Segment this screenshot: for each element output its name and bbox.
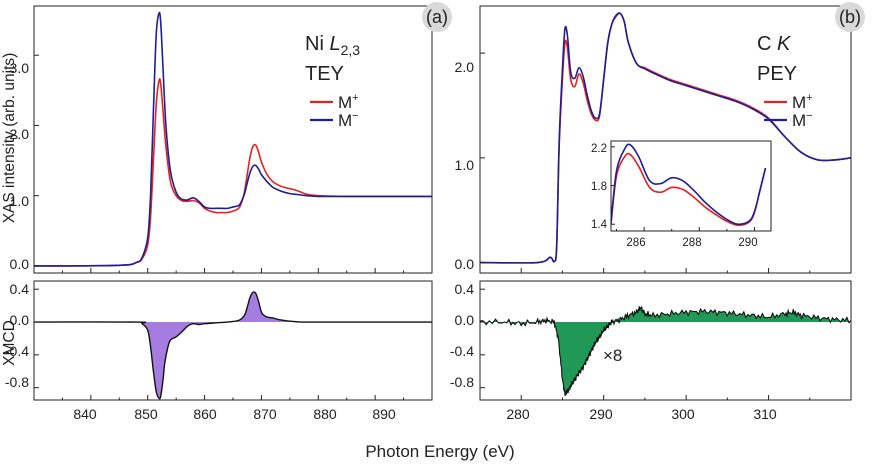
panel-b-xas-ytick: 2.0 — [455, 59, 475, 75]
legend-m-minus-label: M− — [792, 110, 813, 130]
panel-b-xtick: 280 — [506, 406, 530, 422]
inset-background — [611, 141, 771, 231]
panel-a-xmcd: 0.4 0.0 -0.4 -0.8 840 850 860 870 880 89… — [5, 280, 433, 422]
inset-m-minus-line — [611, 143, 767, 226]
panel-a-xtick: 840 — [73, 406, 97, 422]
y-axis-title-xmcd: XMCD — [1, 320, 18, 366]
panel-a-xtick: 880 — [313, 406, 337, 422]
panel-a-xmcd-ytick: -0.8 — [5, 374, 29, 390]
panel-a-xas-ytick: 3.0 — [10, 60, 30, 76]
panel-b-xmcd-ytick: 0.0 — [455, 312, 475, 328]
panel-a-badge: (a) — [422, 2, 452, 32]
panel-b-xmcd-ytick-labels: 0.4 0.0 -0.4 -0.8 — [450, 281, 474, 390]
panel-a-xtick: 860 — [193, 406, 217, 422]
inset-xtick: 290 — [738, 237, 757, 249]
x-axis-title: Photon Energy (eV) — [365, 442, 514, 461]
c-xmcd-area — [480, 306, 851, 396]
panel-a-legend: M+ M− — [310, 92, 359, 130]
legend-m-plus-label: M+ — [792, 92, 813, 112]
panel-a-badge-text: (a) — [426, 7, 448, 27]
panel-a-mode-label: TEY — [305, 63, 344, 85]
ni-xas-m-minus-line — [34, 11, 432, 267]
panel-b-xmcd-ytick: -0.4 — [450, 343, 474, 359]
panel-b-xtick: 300 — [671, 406, 695, 422]
panel-a-edge-label: Ni L2,3 — [305, 33, 360, 58]
panel-b-inset: 2.2 1.8 1.4 286 288 290 — [591, 140, 772, 249]
inset-series-group — [611, 143, 767, 226]
panel-b-xmcd-series-group — [480, 306, 851, 397]
inset-ytick: 1.4 — [591, 219, 608, 231]
panel-a-xtick: 870 — [253, 406, 277, 422]
panel-b-xtick: 310 — [753, 406, 777, 422]
panel-a-xmcd-ytick-labels: 0.4 0.0 -0.4 -0.8 — [5, 281, 29, 390]
panel-a-xas-series-group — [34, 11, 432, 267]
panel-b-xas-ytick-labels: 0.0 1.0 2.0 — [455, 59, 475, 272]
scale-factor-note: ×8 — [603, 346, 622, 365]
panel-b-xas: 0.0 1.0 2.0 C K PEY M+ M− (b) 2.2 1.8 1.… — [455, 2, 865, 274]
panel-a-xas-ytick: 1.0 — [10, 193, 30, 209]
panel-a-xmcd-frame — [33, 280, 433, 401]
y-axis-title-xas: XAS intensity (arb. units) — [1, 53, 18, 224]
panel-a-xtick: 850 — [134, 406, 158, 422]
panel-b-xtick-labels: 280 290 300 310 — [506, 406, 777, 422]
panel-a-xmcd-ytick: 0.4 — [10, 281, 30, 297]
panel-b-xas-ytick: 0.0 — [455, 256, 475, 272]
panel-a-xmcd-ticks — [34, 288, 405, 400]
panel-a-xas-frame — [33, 5, 433, 274]
panel-a-xmcd-ytick: -0.4 — [5, 343, 29, 359]
inset-ytick: 1.8 — [591, 181, 607, 193]
panel-b-xmcd-ticks — [480, 288, 811, 400]
panel-a-xas-ytick: 0.0 — [10, 256, 30, 272]
c-xas-m-minus-line — [480, 12, 851, 264]
panel-b-legend: M+ M− — [764, 92, 813, 130]
panel-a-xmcd-ytick: 0.0 — [10, 312, 30, 328]
panel-a-xtick-labels: 840 850 860 870 880 890 — [73, 406, 396, 422]
panel-b-badge-text: (b) — [839, 7, 861, 27]
panel-b-badge: (b) — [835, 2, 865, 32]
panel-b-xmcd-frame — [479, 280, 852, 401]
panel-b-xas-series-group — [480, 12, 851, 264]
legend-m-minus-label: M− — [338, 110, 359, 130]
panel-b-xas-ytick: 1.0 — [455, 157, 475, 173]
ni-xmcd-area — [34, 292, 432, 399]
legend-m-plus-label: M+ — [338, 92, 359, 112]
panel-b-xas-frame — [479, 5, 852, 274]
panel-b-xas-ticks — [480, 52, 811, 273]
panel-a-xtick: 890 — [372, 406, 396, 422]
inset-ticks — [611, 146, 755, 231]
panel-a-xas: 0.0 1.0 2.0 3.0 Ni L2,3 TEY M+ M− (a) — [10, 2, 452, 274]
panel-a-xas-ytick-labels: 0.0 1.0 2.0 3.0 — [10, 60, 30, 272]
inset-xtick: 286 — [626, 237, 645, 249]
panel-b-mode-label: PEY — [757, 63, 797, 85]
c-xmcd-line — [480, 306, 851, 397]
panel-a-badge-circle — [422, 2, 452, 32]
ni-xas-m-plus-line — [34, 78, 432, 267]
panel-b-xmcd-ytick: 0.4 — [455, 281, 475, 297]
panel-b-badge-circle — [835, 2, 865, 32]
panel-b-xtick: 290 — [589, 406, 613, 422]
panel-a-xas-ticks — [34, 54, 405, 273]
inset-ytick: 2.2 — [591, 143, 607, 155]
panel-a-xmcd-series-group — [34, 291, 432, 400]
panel-b-edge-label: C K — [757, 33, 792, 55]
panel-b-xmcd: 0.4 0.0 -0.4 -0.8 280 290 300 310 ×8 — [450, 280, 852, 422]
panel-a-xas-ytick: 2.0 — [10, 126, 30, 142]
panel-b-xmcd-ytick: -0.8 — [450, 374, 474, 390]
inset-xtick: 288 — [682, 237, 701, 249]
ni-xmcd-line — [34, 291, 432, 400]
